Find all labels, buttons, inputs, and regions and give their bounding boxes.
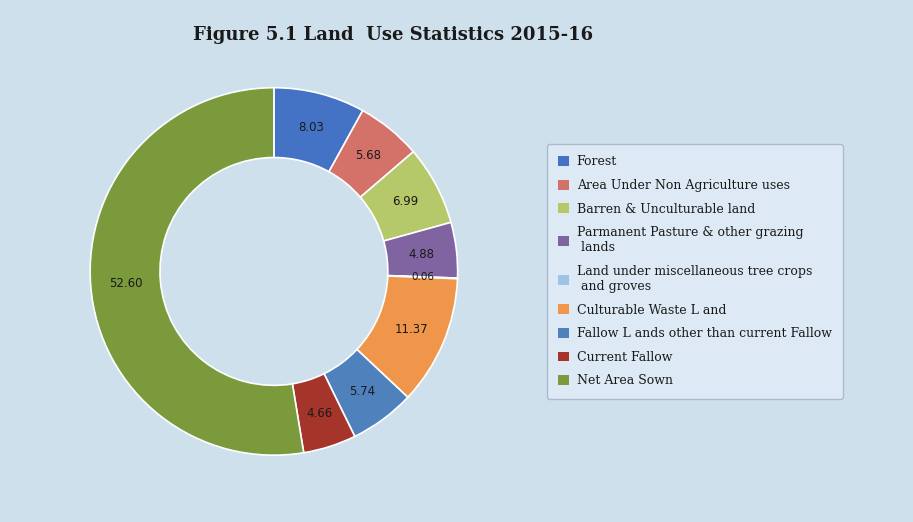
Wedge shape — [383, 222, 457, 278]
Text: 0.06: 0.06 — [411, 272, 434, 282]
Text: 5.74: 5.74 — [350, 385, 375, 398]
Wedge shape — [292, 374, 355, 453]
Text: 11.37: 11.37 — [394, 323, 428, 336]
Wedge shape — [388, 276, 457, 279]
Legend: Forest, Area Under Non Agriculture uses, Barren & Unculturable land, Parmanent P: Forest, Area Under Non Agriculture uses,… — [547, 144, 843, 399]
Wedge shape — [90, 88, 304, 455]
Wedge shape — [357, 276, 457, 397]
Wedge shape — [274, 88, 362, 172]
Wedge shape — [329, 111, 414, 197]
Text: 6.99: 6.99 — [392, 195, 418, 208]
Wedge shape — [361, 152, 451, 241]
Text: Figure 5.1 Land  Use Statistics 2015-16: Figure 5.1 Land Use Statistics 2015-16 — [193, 26, 593, 44]
Text: 5.68: 5.68 — [355, 149, 381, 162]
Text: 52.60: 52.60 — [109, 277, 142, 290]
Wedge shape — [324, 349, 408, 436]
Text: 4.66: 4.66 — [306, 407, 332, 420]
Text: 4.88: 4.88 — [409, 247, 435, 260]
Text: 8.03: 8.03 — [299, 121, 324, 134]
